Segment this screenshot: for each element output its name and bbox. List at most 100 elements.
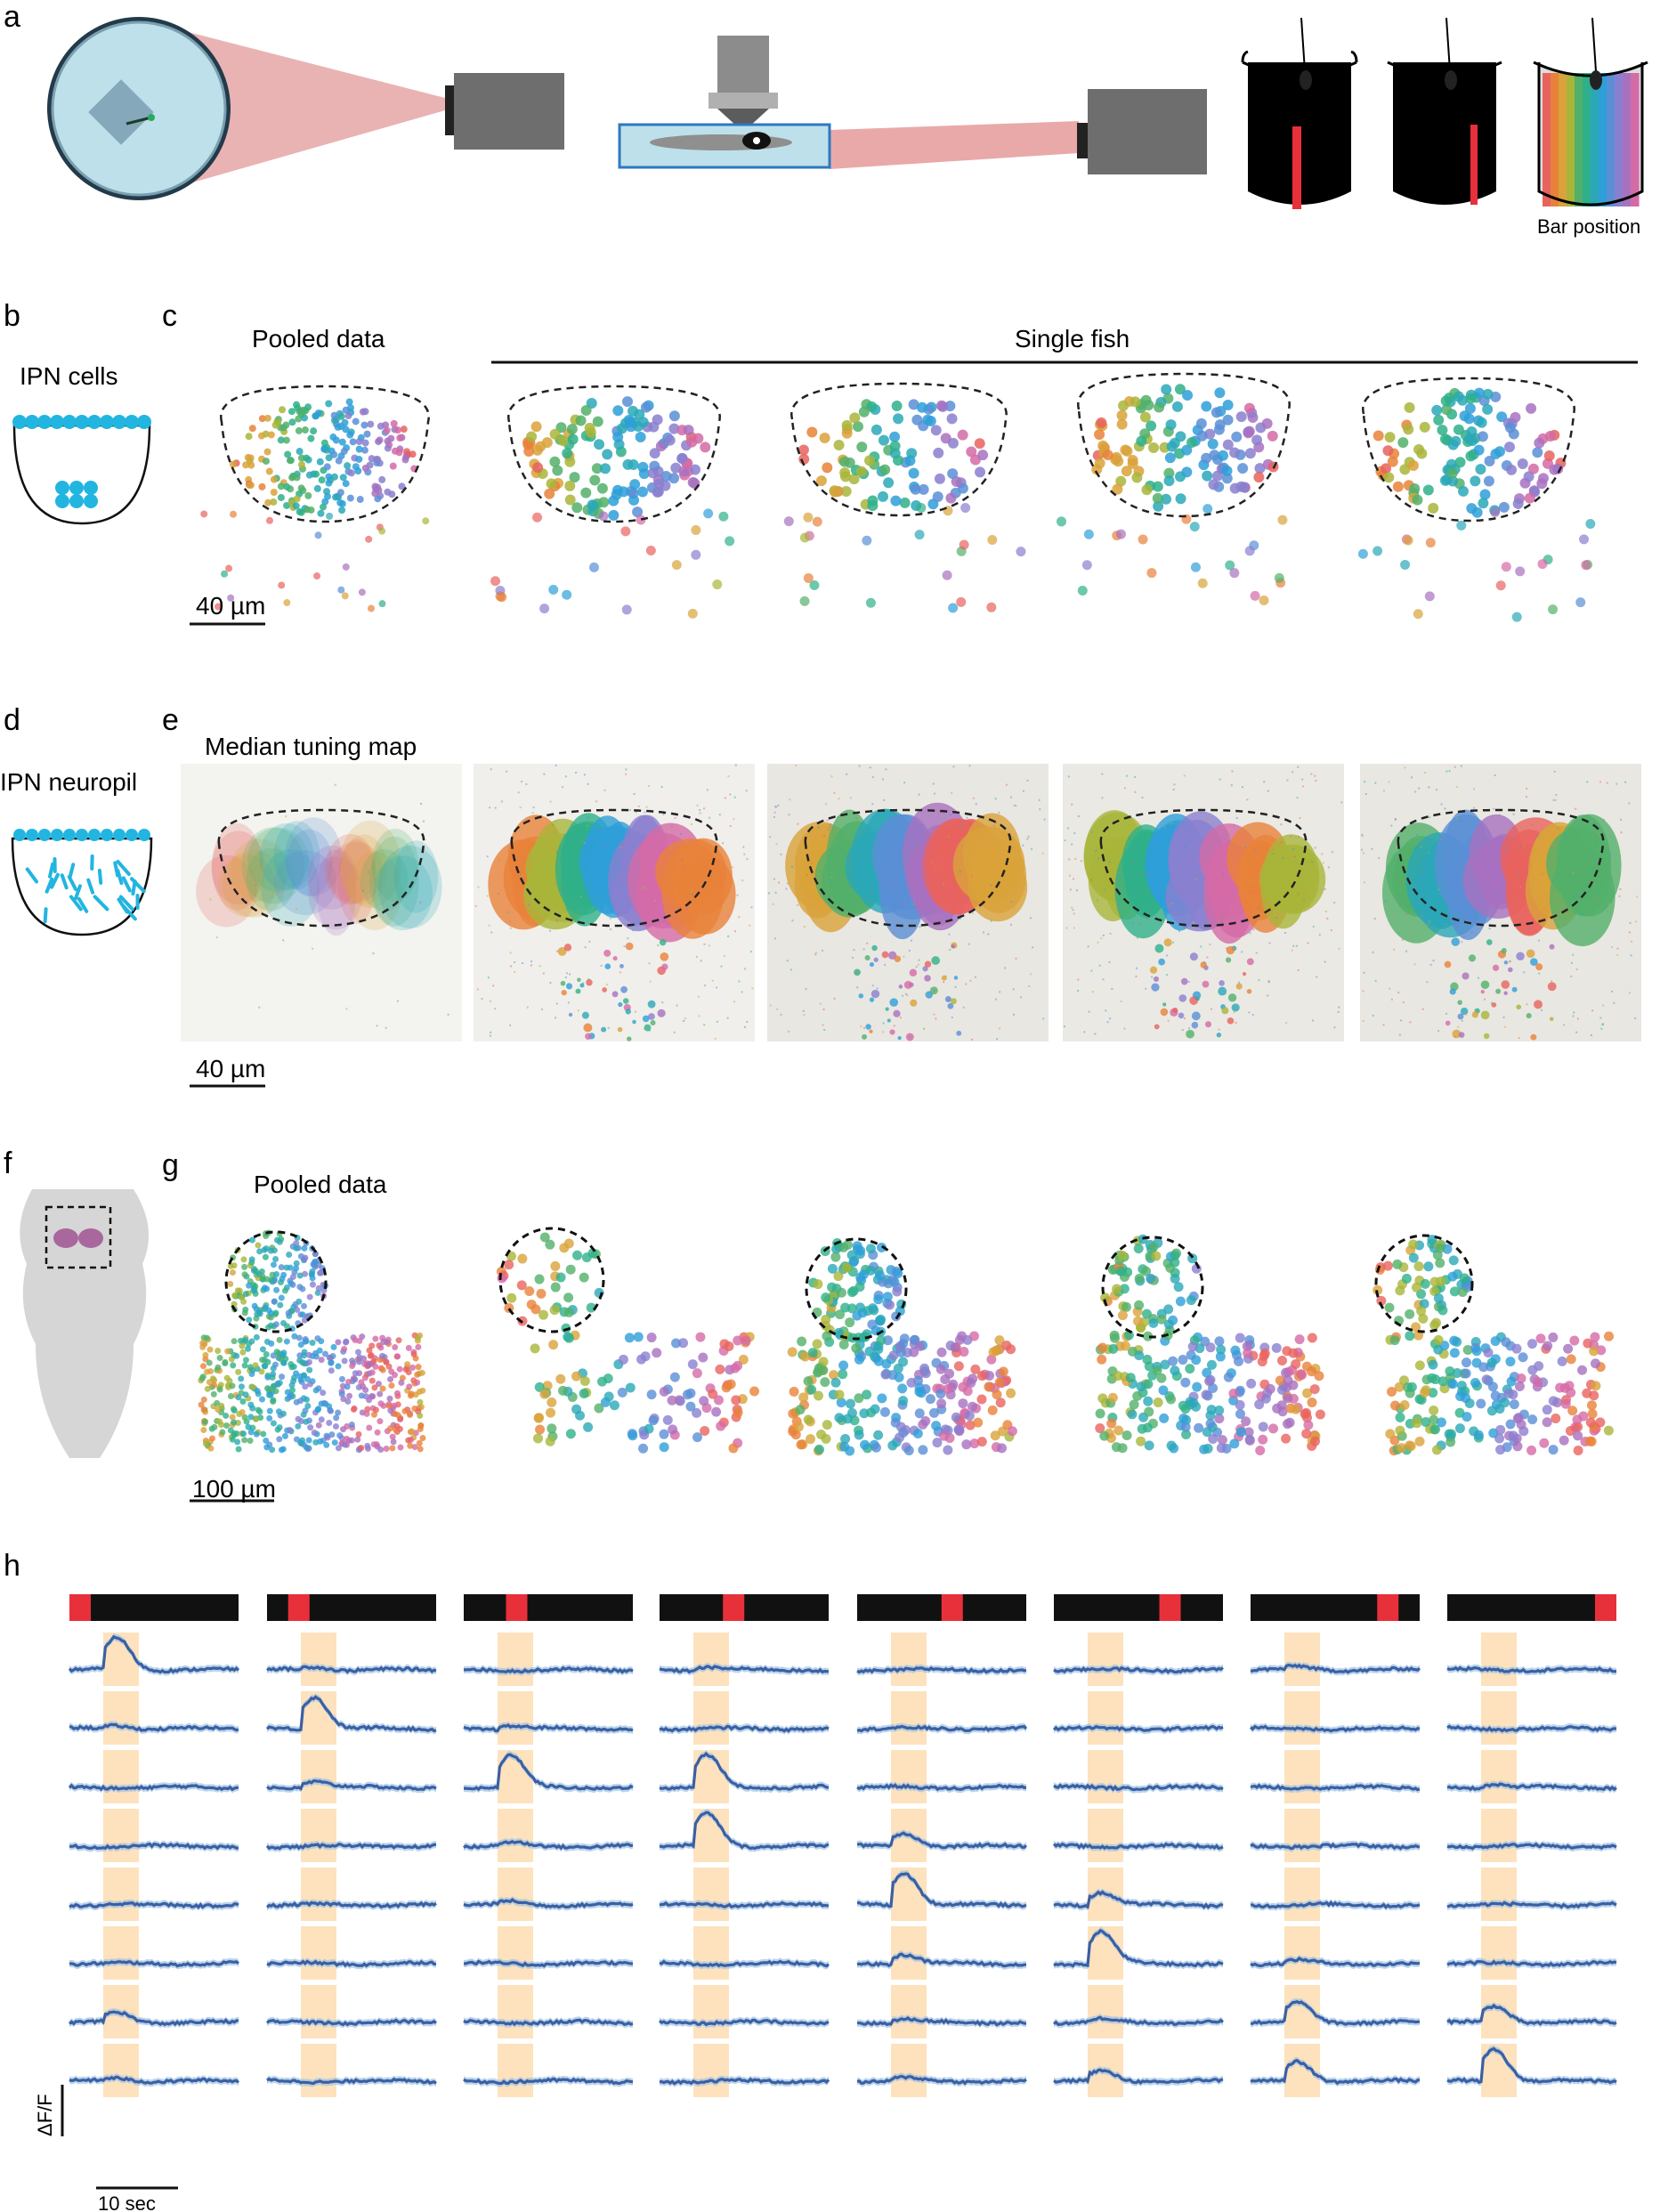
cell-dot: [1413, 1261, 1424, 1272]
noise-pixel: [489, 1034, 491, 1037]
noise-pixel: [680, 906, 683, 909]
cell-dot: [283, 599, 291, 607]
cell-dot: [361, 408, 369, 416]
cell-dot: [389, 1433, 396, 1440]
neuropil-speck: [620, 985, 628, 993]
cell-dot: [406, 1383, 413, 1390]
noise-pixel: [1108, 861, 1111, 863]
cell-dot: [355, 1430, 362, 1438]
cell-dot: [957, 482, 968, 494]
noise-pixel: [555, 1002, 558, 1005]
cell-dot: [304, 491, 312, 499]
cell-dot: [1449, 1348, 1460, 1358]
cell-dot: [632, 506, 644, 518]
noise-pixel: [1090, 969, 1093, 972]
tuning-region: [337, 839, 377, 924]
cell-dot: [1452, 1367, 1462, 1378]
noise-pixel: [1631, 940, 1633, 943]
hue-stripe: [1543, 73, 1551, 207]
cell-dot: [1495, 580, 1506, 591]
cell-dot: [222, 1358, 229, 1365]
cell-dot: [1526, 1339, 1537, 1349]
cell-dot: [1288, 1348, 1299, 1358]
cell-dot: [922, 414, 934, 425]
response-trace: [856, 1872, 1027, 1908]
cell-dot: [703, 508, 714, 519]
cell-dot: [1453, 424, 1464, 435]
cell-dot: [290, 1377, 297, 1384]
cell-dot: [940, 433, 951, 444]
cell-dot: [562, 589, 572, 600]
noise-pixel: [1284, 932, 1287, 935]
cell-dot: [299, 1285, 306, 1292]
noise-pixel: [1120, 1000, 1122, 1002]
noise-pixel: [1498, 814, 1501, 816]
cell-dot: [297, 1398, 304, 1405]
cell-dot: [239, 1349, 247, 1356]
noise-pixel: [616, 858, 619, 861]
cell-dot: [230, 1362, 237, 1369]
cell-dot: [555, 1272, 566, 1283]
noise-pixel: [935, 1017, 937, 1020]
noise-pixel: [1555, 912, 1558, 915]
noise-pixel: [990, 920, 992, 922]
noise-pixel: [1364, 793, 1367, 796]
noise-pixel: [746, 858, 749, 861]
neuropil-speck: [557, 946, 567, 956]
noise-pixel: [1101, 773, 1104, 775]
neuropil-speck: [1158, 958, 1165, 966]
neuropil-speck: [894, 955, 902, 962]
noise-pixel: [1324, 960, 1326, 963]
cell-dot: [814, 1444, 824, 1454]
cell-dot: [1173, 1282, 1184, 1292]
cell-dot: [1291, 1358, 1301, 1369]
cell-dot: [409, 1364, 417, 1371]
neuropil-speck: [619, 963, 624, 968]
noise-pixel: [1509, 960, 1511, 963]
cell-dot: [200, 1426, 207, 1433]
cell-dot: [260, 1430, 267, 1438]
neuropil-fiber: [93, 895, 109, 912]
cell-dot: [1604, 1331, 1615, 1341]
noise-pixel: [509, 927, 512, 929]
cell-dot: [320, 503, 328, 511]
cell-dot: [1399, 1400, 1410, 1411]
cell-dot: [390, 1438, 397, 1446]
noise-pixel: [486, 895, 489, 897]
noise-pixel: [587, 816, 589, 819]
noise-pixel: [1250, 891, 1252, 894]
cell-dot: [898, 1357, 909, 1367]
cell-dot: [338, 1390, 345, 1398]
noise-pixel: [1218, 1028, 1220, 1031]
noise-pixel: [1458, 865, 1461, 868]
cell-dot: [676, 453, 688, 465]
response-trace: [464, 1665, 634, 1674]
cell-dot: [712, 579, 723, 590]
noise-pixel: [549, 982, 552, 984]
cell-dot: [396, 434, 404, 442]
neuropil-speck: [644, 1024, 652, 1032]
stimulus-window: [1284, 1809, 1320, 1862]
tuning-region: [274, 850, 337, 916]
response-trace: [1250, 1724, 1421, 1733]
noise-pixel: [780, 853, 782, 855]
cell-dot: [229, 1382, 236, 1390]
noise-pixel: [838, 798, 840, 800]
neuropil-speck: [604, 963, 611, 970]
neuropil-speck: [563, 944, 572, 952]
noise-pixel: [1416, 834, 1419, 837]
noise-pixel: [1555, 916, 1558, 919]
cell-dot: [852, 1310, 862, 1321]
cell-dot: [695, 1332, 706, 1342]
cell-dot: [1129, 1399, 1139, 1410]
cell-dot: [269, 1446, 276, 1454]
cell-dot: [565, 1429, 576, 1439]
cell-dot: [655, 441, 667, 452]
cell-dot: [532, 512, 543, 523]
trace-error-band: [1054, 1781, 1223, 1794]
cell-dot: [1122, 1430, 1132, 1441]
noise-pixel: [1077, 815, 1080, 818]
cell-dot: [635, 432, 646, 443]
cell-dot: [885, 1300, 895, 1310]
noise-pixel: [903, 903, 906, 905]
